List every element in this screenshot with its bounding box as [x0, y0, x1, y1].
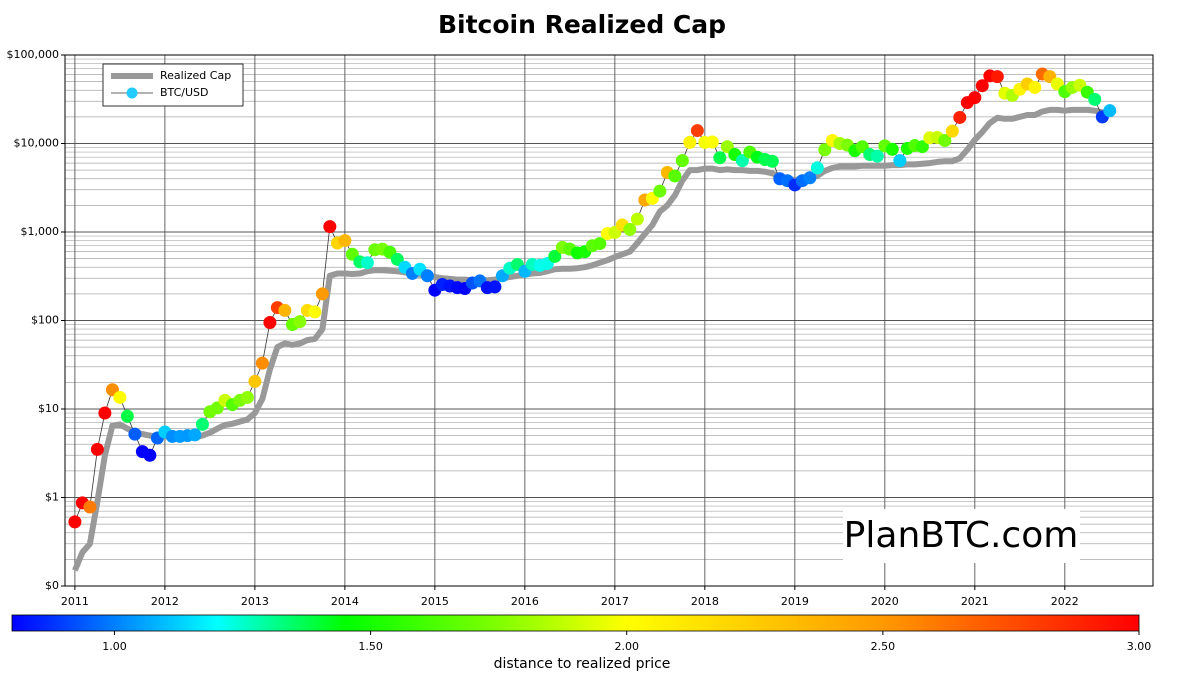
price-point	[735, 154, 749, 168]
price-point	[90, 442, 104, 456]
legend-label: Realized Cap	[160, 69, 231, 82]
y-tick-label: $10	[38, 402, 59, 415]
legend-label: BTC/USD	[160, 86, 209, 99]
price-point	[263, 315, 277, 329]
price-point	[338, 234, 352, 248]
price-point	[323, 220, 337, 234]
price-point	[1103, 104, 1117, 118]
x-tick-label: 2013	[241, 595, 269, 608]
x-tick-label: 2015	[421, 595, 449, 608]
price-point	[765, 154, 779, 168]
price-point	[668, 169, 682, 183]
price-point	[255, 356, 269, 370]
price-point	[630, 212, 644, 226]
price-point	[810, 161, 824, 175]
price-point	[488, 280, 502, 294]
price-point	[308, 305, 322, 319]
x-tick-label: 2019	[781, 595, 809, 608]
colorbar	[11, 614, 1140, 632]
x-tick-label: 2014	[331, 595, 359, 608]
colorbar-tick-label: 3.00	[1127, 640, 1152, 653]
legend-marker	[126, 87, 138, 99]
price-point	[1028, 80, 1042, 94]
price-point	[683, 135, 697, 149]
price-point	[953, 110, 967, 124]
price-point	[240, 390, 254, 404]
price-point	[315, 287, 329, 301]
price-point	[915, 140, 929, 154]
price-point	[188, 428, 202, 442]
colorbar-tick-label: 1.00	[102, 640, 127, 653]
price-point	[705, 135, 719, 149]
price-point	[360, 256, 374, 270]
price-point	[128, 427, 142, 441]
price-point	[143, 448, 157, 462]
price-point	[98, 406, 112, 420]
price-point	[990, 70, 1004, 84]
price-point	[293, 315, 307, 329]
realized-cap-line	[72, 106, 1111, 572]
colorbar-tick-label: 2.50	[871, 640, 896, 653]
y-tick-label: $100	[31, 314, 59, 327]
price-point	[120, 409, 134, 423]
x-tick-label: 2011	[61, 595, 89, 608]
price-point	[803, 171, 817, 185]
x-tick-label: 2022	[1051, 595, 1079, 608]
x-tick-label: 2021	[961, 595, 989, 608]
price-point	[68, 515, 82, 529]
price-point	[818, 143, 832, 157]
colorbar-tick-label: 2.00	[614, 640, 639, 653]
price-point	[893, 154, 907, 168]
price-point	[248, 374, 262, 388]
x-tick-label: 2017	[601, 595, 629, 608]
price-point	[938, 134, 952, 148]
price-point	[945, 124, 959, 138]
y-tick-label: $1	[45, 491, 59, 504]
watermark-box	[843, 509, 1080, 563]
y-tick-label: $10,000	[14, 137, 60, 150]
price-line	[74, 73, 1111, 523]
price-point	[968, 91, 982, 105]
x-tick-label: 2012	[151, 595, 179, 608]
price-point	[548, 249, 562, 263]
price-point	[653, 184, 667, 198]
price-point	[113, 390, 127, 404]
price-point	[195, 417, 209, 431]
price-point	[870, 149, 884, 163]
chart-title: Bitcoin Realized Cap	[438, 10, 726, 39]
watermark: PlanBTC.com	[844, 515, 1079, 556]
price-point	[713, 151, 727, 165]
plot-frame	[64, 54, 1154, 587]
x-tick-label: 2020	[871, 595, 899, 608]
price-point	[885, 142, 899, 156]
colorbar-label: distance to realized price	[494, 656, 671, 672]
price-point	[623, 222, 637, 236]
x-tick-label: 2018	[691, 595, 719, 608]
price-point	[675, 154, 689, 168]
price-point	[690, 124, 704, 138]
y-tick-label: $0	[45, 579, 59, 592]
colorbar-tick-label: 1.50	[358, 640, 383, 653]
price-point	[420, 269, 434, 283]
legend-box	[102, 63, 244, 107]
x-tick-label: 2016	[511, 595, 539, 608]
y-tick-label: $100,000	[7, 48, 60, 61]
price-point	[975, 79, 989, 93]
price-point	[83, 500, 97, 514]
y-tick-label: $1,000	[21, 225, 60, 238]
price-point	[593, 237, 607, 251]
price-point	[1088, 92, 1102, 106]
price-point	[278, 303, 292, 317]
